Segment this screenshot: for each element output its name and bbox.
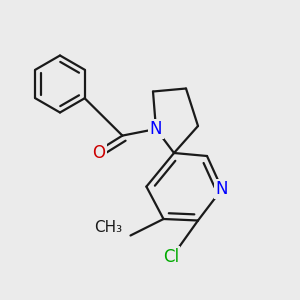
Text: N: N [216,180,228,198]
Text: CH₃: CH₃ [94,220,122,236]
Text: Cl: Cl [163,248,179,266]
Text: O: O [92,144,106,162]
Text: N: N [150,120,162,138]
